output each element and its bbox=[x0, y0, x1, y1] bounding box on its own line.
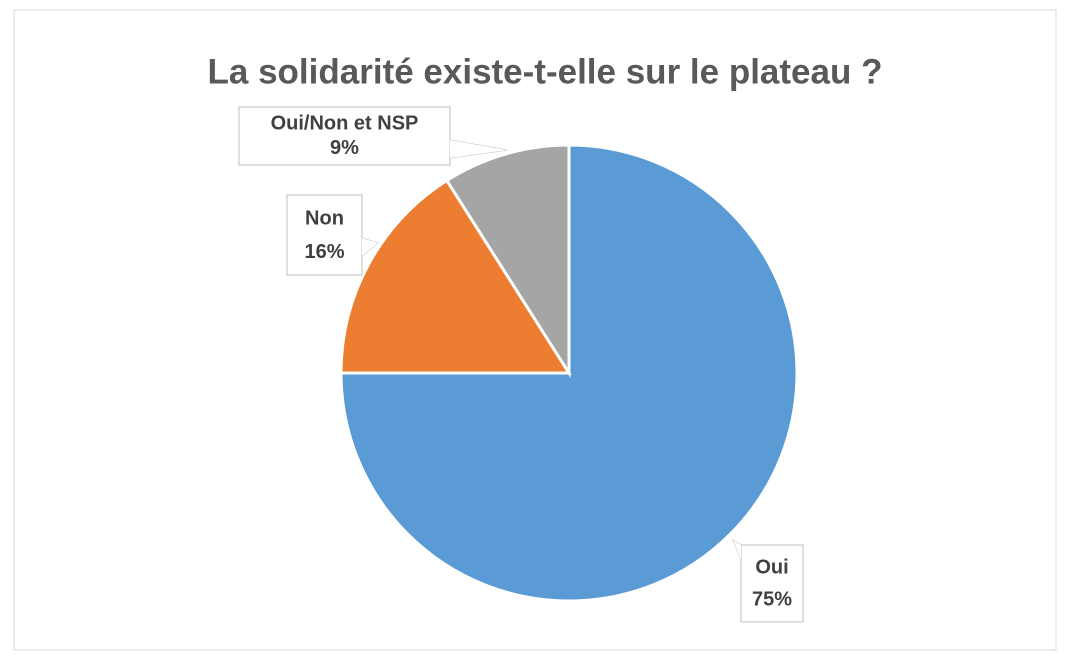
pie-slice bbox=[339, 143, 799, 603]
pie bbox=[339, 143, 799, 603]
value-label: 16% bbox=[304, 241, 344, 263]
callout-box bbox=[740, 544, 804, 623]
callout-join bbox=[733, 540, 741, 560]
category-label: Oui/Non et NSP bbox=[271, 113, 419, 135]
pie-slice bbox=[339, 178, 572, 375]
pie-slice bbox=[444, 143, 571, 379]
callout-box bbox=[238, 106, 451, 166]
callout-box bbox=[286, 194, 363, 276]
value-label: 9% bbox=[330, 137, 359, 159]
value-label: 75% bbox=[752, 589, 792, 611]
callout-join bbox=[450, 140, 507, 158]
chart-title: La solidarité existe-t-elle sur le plate… bbox=[208, 52, 883, 91]
category-label: Non bbox=[305, 207, 344, 229]
category-label: Oui bbox=[755, 556, 788, 578]
callout-join bbox=[362, 238, 378, 256]
